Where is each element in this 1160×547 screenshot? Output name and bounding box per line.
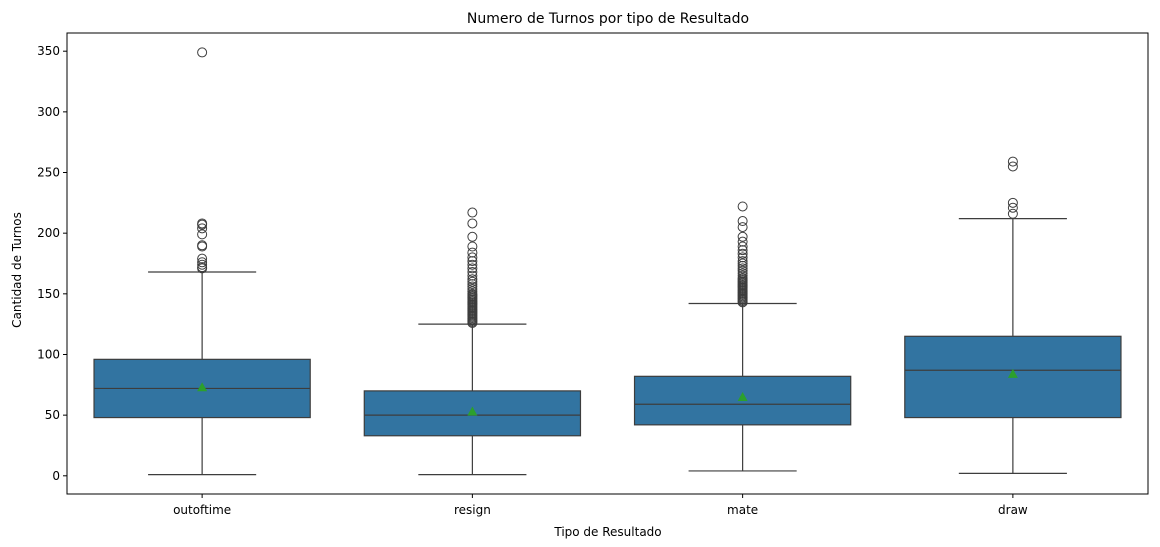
x-tick-label: mate: [727, 503, 758, 517]
outlier-point: [737, 252, 748, 263]
outlier-point: [1007, 202, 1018, 213]
x-axis-label: Tipo de Resultado: [553, 525, 661, 539]
mean-marker: [1007, 368, 1018, 378]
outlier-point: [467, 218, 478, 229]
x-tick-label: draw: [998, 503, 1028, 517]
plot-frame: [66, 32, 1149, 495]
outlier-point: [467, 259, 478, 270]
outlier-point: [467, 231, 478, 242]
outlier-point: [1007, 161, 1018, 172]
x-tick-label: resign: [454, 503, 491, 517]
outlier-point: [1007, 156, 1018, 167]
outlier-point: [197, 47, 208, 58]
y-tick-label: 350: [37, 44, 60, 58]
outlier-point: [467, 247, 478, 258]
outlier-point: [197, 262, 208, 273]
mean-marker: [737, 391, 748, 401]
outlier-point: [737, 263, 748, 274]
outlier-point: [467, 252, 478, 263]
outlier-point: [467, 283, 478, 294]
outlier-point: [467, 266, 478, 277]
outlier-point: [197, 253, 208, 264]
y-tick-label: 150: [37, 287, 60, 301]
outlier-point: [737, 245, 748, 256]
outlier-point: [1007, 208, 1018, 219]
outlier-point: [467, 281, 478, 292]
outlier-point: [737, 236, 748, 247]
outlier-point: [737, 273, 748, 284]
y-tick-label: 50: [45, 408, 60, 422]
outlier-point: [737, 256, 748, 267]
outlier-point: [467, 263, 478, 274]
y-tick-label: 250: [37, 166, 60, 180]
outlier-point: [737, 222, 748, 233]
y-tick-label: 0: [52, 469, 60, 483]
outlier-point: [197, 257, 208, 268]
outlier-point: [467, 207, 478, 218]
outlier-point: [737, 231, 748, 242]
outlier-point: [467, 241, 478, 252]
chart-title: Numero de Turnos por tipo de Resultado: [467, 11, 749, 27]
outlier-point: [467, 270, 478, 281]
outlier-point: [1007, 197, 1018, 208]
outlier-point: [197, 218, 208, 229]
outlier-point: [197, 229, 208, 240]
outlier-point: [737, 248, 748, 259]
outlier-point: [737, 260, 748, 271]
y-tick-label: 200: [37, 226, 60, 240]
outlier-point: [737, 201, 748, 212]
mean-marker: [197, 382, 208, 392]
outlier-point: [737, 270, 748, 281]
outlier-point: [467, 276, 478, 287]
outlier-point: [737, 216, 748, 227]
outlier-point: [737, 265, 748, 276]
y-tick-label: 100: [37, 347, 60, 361]
outlier-point: [737, 258, 748, 269]
outlier-point: [197, 240, 208, 251]
outlier-point: [197, 223, 208, 234]
outlier-point: [737, 268, 748, 279]
y-axis-label: Cantidad de Turnos: [10, 212, 24, 328]
y-tick-label: 300: [37, 105, 60, 119]
outlier-point: [467, 288, 478, 299]
outlier-point: [467, 286, 478, 297]
mean-marker: [467, 406, 478, 416]
outlier-point: [467, 274, 478, 285]
outlier-point: [197, 259, 208, 270]
plot-area: 0 50 100 150 200 250 300 350 outoftime resign mate…: [37, 44, 1122, 517]
outlier-point: [737, 241, 748, 252]
outlier-point: [467, 279, 478, 290]
x-tick-label: outoftime: [173, 503, 231, 517]
outlier-point: [467, 256, 478, 267]
